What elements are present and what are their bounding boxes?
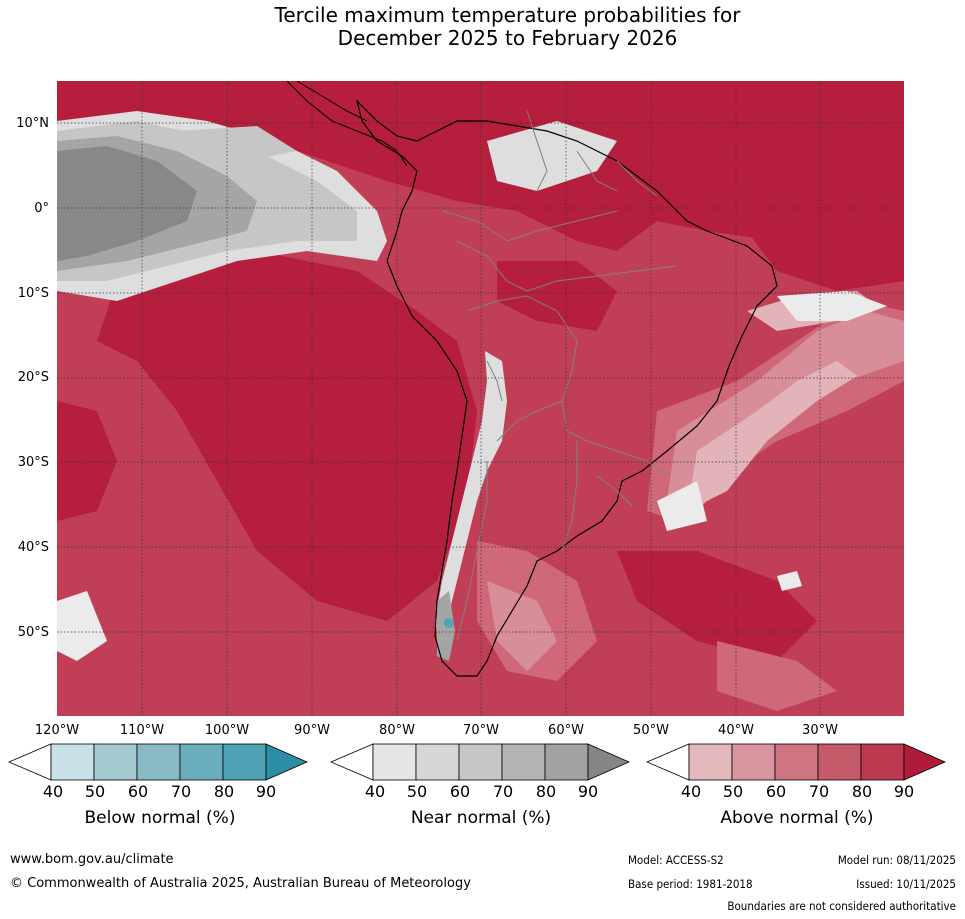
above-tick-70: 70: [808, 782, 830, 801]
below-tick-50: 50: [84, 782, 106, 801]
near-tick-50: 50: [406, 782, 428, 801]
colorbar-swatch-1: [93, 743, 138, 781]
lon-label-120w: 120°W: [34, 723, 80, 738]
colorbar-near-normal: [330, 743, 630, 781]
colorbar-swatch-0: [372, 743, 417, 781]
colorbar-swatch-0: [688, 743, 733, 781]
colorbar-high-extend: [587, 743, 630, 781]
below-tick-40: 40: [42, 782, 64, 801]
footer-base-period: Base period: 1981-2018: [628, 877, 753, 891]
colorbar-title-above: Above normal (%): [720, 808, 874, 828]
lat-label-10s: 10°S: [17, 286, 49, 301]
colorbar-low-extend: [330, 743, 374, 781]
colorbar-title-below: Below normal (%): [84, 808, 236, 828]
lat-label-20s: 20°S: [17, 370, 49, 385]
above-tick-40: 40: [680, 782, 702, 801]
country-borders: [441, 110, 678, 642]
below-tick-90: 90: [255, 782, 277, 801]
footer-copyright: © Commonwealth of Australia 2025, Austra…: [10, 876, 471, 891]
colorbar-swatch-1: [415, 743, 460, 781]
footer-disclaimer: Boundaries are not considered authoritat…: [727, 899, 956, 913]
near-tick-90: 90: [577, 782, 599, 801]
lat-label-50s: 50°S: [17, 625, 49, 640]
near-tick-70: 70: [492, 782, 514, 801]
lon-label-80w: 80°W: [379, 723, 415, 738]
colorbar-swatch-3: [817, 743, 862, 781]
below-tick-70: 70: [170, 782, 192, 801]
south-america-coastline: [355, 99, 778, 677]
lon-label-100w: 100°W: [204, 723, 250, 738]
lat-label-0: 0°: [34, 201, 49, 216]
andes-near-normal: [435, 351, 507, 661]
probability-map: [57, 81, 904, 716]
colorbar-swatch-4: [860, 743, 905, 781]
near-normal-regions: [57, 111, 617, 301]
lon-label-50w: 50°W: [633, 723, 669, 738]
lon-label-110w: 110°W: [119, 723, 165, 738]
near-tick-60: 60: [449, 782, 471, 801]
colorbar-swatch-2: [774, 743, 819, 781]
colorbar-swatch-1: [731, 743, 776, 781]
title-line-2: December 2025 to February 2026: [337, 26, 678, 50]
footer-model-run: Model run: 08/11/2025: [837, 853, 956, 867]
colorbar-high-extend: [265, 743, 308, 781]
lon-label-40w: 40°W: [718, 723, 754, 738]
colorbar-swatch-3: [501, 743, 546, 781]
title-line-1: Tercile maximum temperature probabilitie…: [274, 3, 741, 27]
above-90-regions: [57, 81, 904, 661]
below-tick-60: 60: [127, 782, 149, 801]
above-tick-90: 90: [893, 782, 915, 801]
above-tick-60: 60: [765, 782, 787, 801]
footer-model: Model: ACCESS-S2: [628, 853, 724, 867]
colorbar-swatch-4: [222, 743, 267, 781]
footer-url: www.bom.gov.au/climate: [10, 852, 174, 867]
colorbar-low-extend: [8, 743, 52, 781]
above-tick-80: 80: [851, 782, 873, 801]
colorbar-low-extend: [646, 743, 690, 781]
above-tick-50: 50: [722, 782, 744, 801]
colorbar-swatch-2: [458, 743, 503, 781]
lon-label-60w: 60°W: [548, 723, 584, 738]
lat-label-40s: 40°S: [17, 540, 49, 555]
colorbar-swatch-3: [179, 743, 224, 781]
near-tick-40: 40: [364, 782, 386, 801]
near-tick-80: 80: [535, 782, 557, 801]
colorbar-swatch-4: [544, 743, 589, 781]
lat-label-10n: 10°N: [16, 116, 49, 131]
near-normal-light-regions: [57, 291, 887, 661]
colorbar-swatch-2: [136, 743, 181, 781]
map-svg: [57, 81, 904, 716]
colorbar-high-extend: [903, 743, 946, 781]
lat-label-30s: 30°S: [17, 455, 49, 470]
lon-label-30w: 30°W: [802, 723, 838, 738]
graticule: [57, 81, 904, 716]
lon-label-90w: 90°W: [294, 723, 330, 738]
colorbar-title-near: Near normal (%): [410, 808, 552, 828]
footer-issued: Issued: 10/11/2025: [856, 877, 956, 891]
chart-title: Tercile maximum temperature probabilitie…: [0, 4, 965, 50]
lon-label-70w: 70°W: [463, 723, 499, 738]
below-tick-80: 80: [213, 782, 235, 801]
colorbar-swatch-0: [50, 743, 95, 781]
colorbar-above-normal: [646, 743, 946, 781]
colorbar-below-normal: [8, 743, 308, 781]
